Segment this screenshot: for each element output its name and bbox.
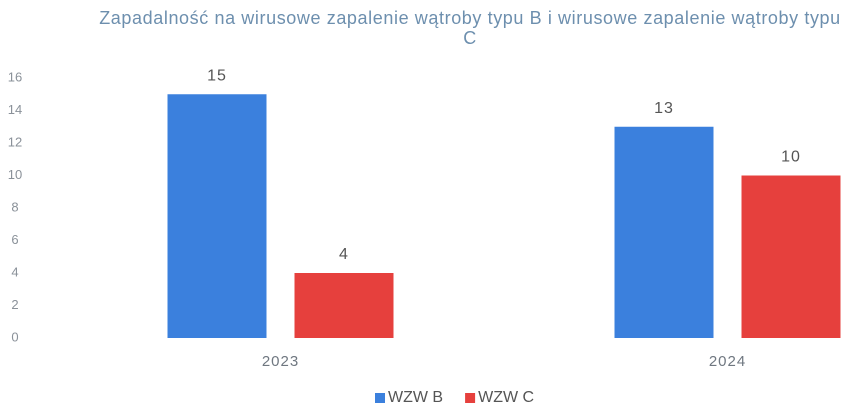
y-tick-label: 6: [11, 232, 18, 247]
y-tick-label: 14: [8, 102, 22, 117]
x-tick-label: 2024: [709, 353, 746, 370]
y-tick-label: 16: [8, 69, 22, 84]
chart-title: Zapadalność na wirusowe zapalenie wątrob…: [99, 8, 841, 48]
y-tick-label: 2: [11, 297, 18, 312]
x-tick-label: 2023: [262, 353, 299, 370]
bar: [294, 273, 394, 338]
data-label: 15: [207, 67, 227, 84]
y-tick-label: 8: [11, 199, 18, 214]
legend-swatch: [375, 393, 385, 403]
data-label: 13: [654, 100, 674, 117]
bar: [614, 126, 714, 338]
legend-label: WZW C: [478, 389, 534, 406]
legend-swatch: [465, 393, 476, 403]
bar: [167, 94, 267, 338]
data-label: 10: [781, 149, 801, 166]
y-tick-label: 12: [8, 134, 22, 149]
legend-label: WZW B: [388, 389, 443, 406]
y-tick-label: 10: [8, 167, 22, 182]
bar: [741, 175, 841, 338]
y-tick-label: 0: [11, 329, 18, 344]
data-label: 4: [339, 246, 349, 263]
y-tick-label: 4: [11, 264, 18, 279]
